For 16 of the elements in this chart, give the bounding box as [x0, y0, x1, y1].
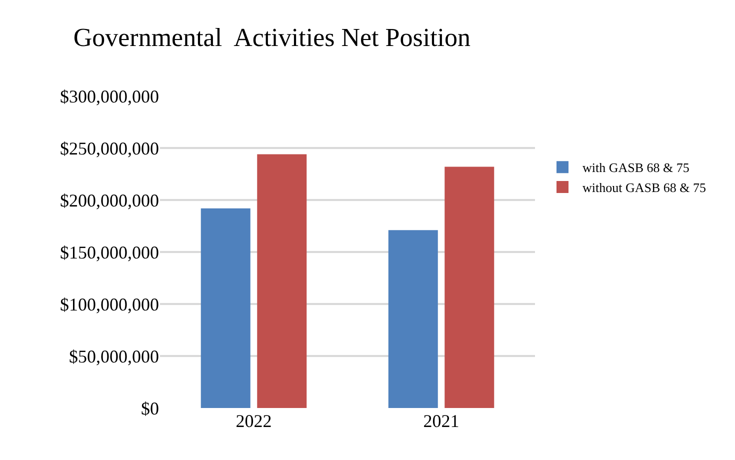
- legend-label: without GASB 68 & 75: [582, 180, 706, 196]
- chart-title: Governmental Activities Net Position: [73, 22, 471, 52]
- bar: [388, 230, 438, 408]
- x-tick-label: 2022: [236, 411, 272, 431]
- y-tick-label: $100,000,000: [60, 294, 159, 314]
- bar: [257, 154, 307, 408]
- bar: [444, 166, 494, 408]
- bar: [200, 208, 250, 408]
- y-tick-label: $150,000,000: [60, 242, 159, 262]
- y-tick-label: $50,000,000: [69, 346, 159, 366]
- y-tick-label: $250,000,000: [60, 138, 159, 158]
- x-tick-label: 2021: [423, 411, 460, 431]
- y-tick-label: $300,000,000: [60, 86, 159, 106]
- y-tick-label: $200,000,000: [60, 190, 159, 210]
- y-tick-label: $0: [141, 398, 159, 418]
- legend-label: with GASB 68 & 75: [582, 160, 690, 176]
